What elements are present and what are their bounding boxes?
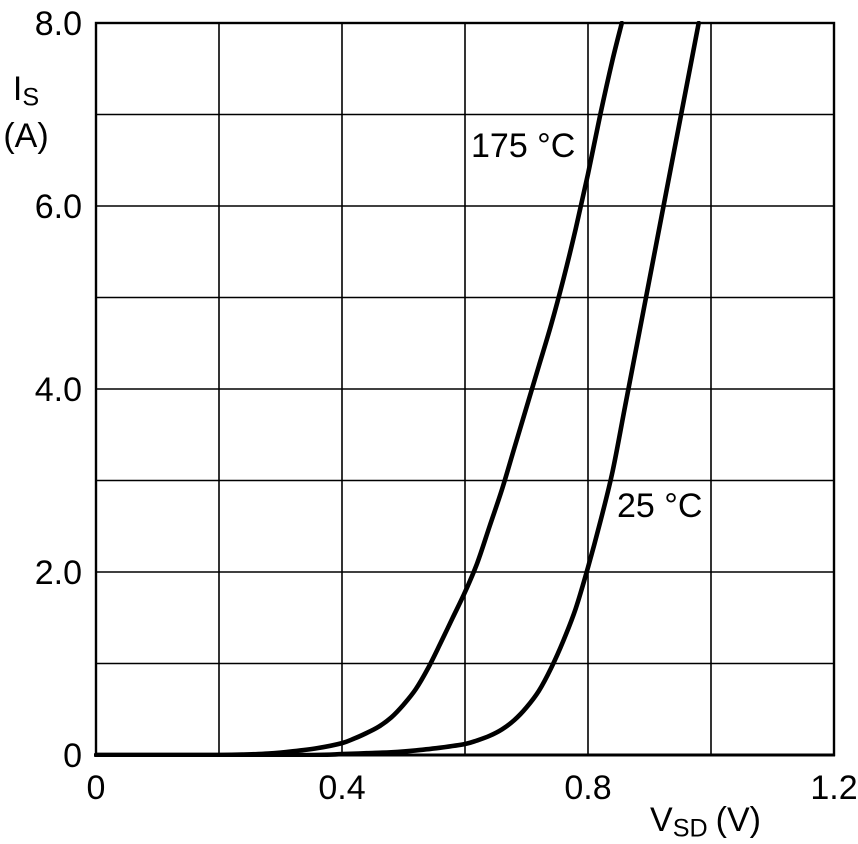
x-tick-label: 0 <box>86 769 106 807</box>
x-axis-label: VSD (V) <box>650 801 761 844</box>
y-axis-symbol: I <box>12 70 23 108</box>
y-tick-label: 2.0 <box>34 554 82 592</box>
y-axis-subscript: S <box>22 83 40 112</box>
y-axis-label: IS (A) <box>2 70 50 155</box>
y-tick-label: 0 <box>63 737 82 775</box>
x-axis-symbol: V <box>650 801 673 839</box>
y-axis-unit: (A) <box>3 116 49 155</box>
y-tick-label: 4.0 <box>34 371 82 409</box>
curves <box>94 21 701 757</box>
x-tick-label: 0.8 <box>564 769 612 807</box>
curve-25c <box>94 21 701 757</box>
x-tick-label: 1.2 <box>810 769 858 807</box>
gridlines <box>96 23 834 755</box>
x-axis-subscript: SD <box>672 814 708 843</box>
x-axis-unit: (V) <box>715 801 761 839</box>
x-tick-label: 0.4 <box>318 769 366 807</box>
curve-label-25c: 25 °C <box>613 487 707 525</box>
y-tick-label: 8.0 <box>34 5 82 43</box>
curve-175c <box>94 21 625 757</box>
curve-label-175c: 175 °C <box>467 127 580 165</box>
y-tick-label: 6.0 <box>34 188 82 226</box>
